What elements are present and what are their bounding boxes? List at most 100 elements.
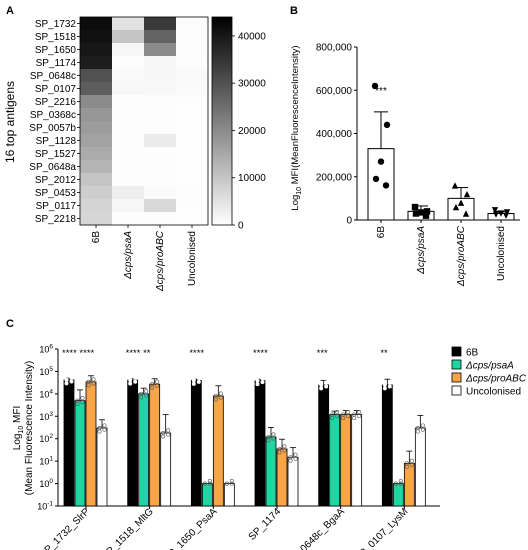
data-point (218, 391, 223, 396)
data-point (423, 208, 431, 215)
data-point (382, 182, 390, 189)
data-point (266, 434, 271, 439)
data-point (411, 203, 419, 211)
heatmap-cell (144, 43, 177, 57)
data-point (409, 458, 414, 463)
bar (254, 380, 266, 507)
y-tick-label: 103 (39, 411, 53, 422)
heatmap-cell (112, 69, 145, 83)
heatmap-cell (144, 121, 177, 135)
x-tick-label: SP_1518_MltG (100, 506, 156, 550)
bar (329, 414, 341, 507)
heatmap-cell (80, 82, 113, 96)
y-tick-label: 600,000 (316, 86, 353, 97)
heatmap-cell (80, 186, 113, 200)
data-point (213, 394, 218, 399)
legend-label-prefix: Δcps/ (465, 361, 492, 372)
data-point (260, 380, 265, 385)
heatmap-cell (144, 147, 177, 161)
data-point (324, 380, 329, 385)
bar (276, 448, 288, 507)
heatmap-cell (144, 69, 177, 83)
heatmap-cell (112, 56, 145, 70)
heatmap-cell (80, 121, 113, 135)
heatmap-cell (112, 186, 145, 200)
data-point (69, 379, 74, 384)
heatmap-column-label-prefix: Δcps/ (123, 253, 134, 280)
data-point (75, 398, 80, 403)
heatmap-cell (176, 186, 209, 200)
data-point (80, 396, 85, 401)
y-tick-label: 102 (39, 433, 53, 444)
y-tick-base: 10 (39, 345, 49, 355)
heatmap-row-label: SP_0648a (29, 162, 76, 173)
heatmap-cell (144, 30, 177, 44)
bar (287, 456, 299, 507)
data-point (91, 377, 96, 382)
significance-mark: *** (317, 348, 328, 359)
data-point (224, 481, 229, 486)
data-point (91, 381, 96, 386)
heatmap-cell (176, 82, 209, 96)
y-tick-base: 10 (39, 434, 49, 444)
significance-mark: *** (375, 86, 387, 97)
bar (414, 427, 426, 507)
data-point (497, 210, 505, 217)
heatmap-row-label: SP_0107 (35, 84, 77, 95)
data-point (324, 384, 329, 389)
bar (212, 395, 224, 507)
data-point (491, 207, 499, 214)
data-point (409, 462, 414, 467)
y-tick-exp: -1 (47, 501, 53, 508)
data-point (191, 378, 196, 383)
heatmap-cell (112, 30, 145, 44)
heatmap-panel: 16 top antigens SP_1732SP_1518SP_1650SP_… (3, 16, 266, 292)
heatmap-cell (176, 56, 209, 70)
data-point (128, 378, 133, 383)
heatmap-row-label: SP_1527 (35, 149, 77, 160)
heatmap-cell (144, 134, 177, 148)
data-point (398, 481, 403, 486)
heatmap-cell (80, 147, 113, 161)
heatmap-colorbar: 0 10000 20000 30000 40000 (211, 16, 266, 232)
y-tick-base: 10 (39, 367, 49, 377)
data-point (357, 414, 362, 419)
data-point (139, 391, 144, 396)
bar (160, 432, 172, 507)
bar (138, 393, 150, 507)
data-point (372, 175, 380, 183)
x-tick-label: SP_0107_LysM (353, 506, 410, 550)
data-point (218, 395, 223, 400)
data-point (420, 423, 425, 428)
heatmap-cell (80, 134, 113, 148)
colorbar-tick-label: 40000 (238, 31, 266, 42)
x-tick-label: SP_0648c_BgaA (285, 506, 347, 550)
data-point (383, 121, 391, 129)
data-point (255, 378, 260, 383)
x-tick-label-gene: proABC (456, 225, 467, 262)
heatmap-cell (176, 95, 209, 109)
data-point (503, 209, 511, 216)
heatmap-cell (112, 199, 145, 213)
legend-label-gene: proABC (490, 374, 527, 385)
colorbar-bar (211, 16, 233, 226)
x-tick-label: Δcps/proABC (456, 225, 467, 287)
data-point (166, 432, 171, 437)
heatmap-cell (176, 147, 209, 161)
y-tick-exp: 5 (49, 366, 53, 373)
heatmap-row-label: SP_1650 (35, 45, 77, 56)
bar (85, 381, 97, 507)
y-tick-exp: 6 (49, 344, 53, 351)
data-point (207, 479, 212, 484)
heatmap-cell (144, 212, 177, 226)
data-point (202, 481, 207, 486)
heatmap-row-label: SP_1518 (35, 32, 77, 43)
panel-b-bars: *** (367, 82, 515, 221)
bar (74, 400, 86, 507)
y-tick-label: 800,000 (316, 43, 353, 54)
legend-label: 6B (466, 348, 479, 359)
data-point (288, 455, 293, 460)
y-tick-label: 0 (346, 216, 352, 227)
heatmap-cell (176, 134, 209, 148)
